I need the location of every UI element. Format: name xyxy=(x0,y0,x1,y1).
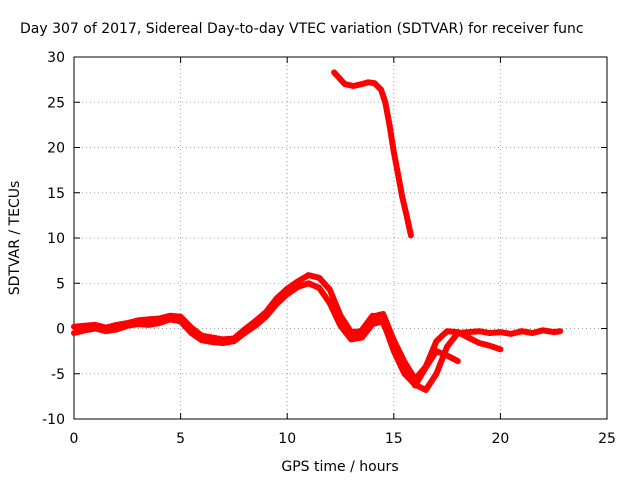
x-tick-label: 15 xyxy=(385,431,403,447)
data-series xyxy=(71,69,564,393)
y-axis-label: SDTVAR / TECUs xyxy=(7,181,23,296)
x-tick-label: 5 xyxy=(176,431,185,447)
axis-ticks: 0 5 10 15 20 25 -10 -5 0 5 10 15 20 25 30 xyxy=(42,50,616,447)
y-tick-label: 0 xyxy=(56,322,65,338)
x-tick-label: 20 xyxy=(491,431,509,447)
chart-title: Day 307 of 2017, Sidereal Day-to-day VTE… xyxy=(20,21,584,37)
x-tick-label: 10 xyxy=(278,431,296,447)
y-tick-label: 25 xyxy=(47,95,65,111)
grid xyxy=(74,57,607,419)
x-tick-label: 0 xyxy=(70,431,79,447)
x-axis-label: GPS time / hours xyxy=(281,459,398,475)
series-line-track-a xyxy=(71,280,564,393)
series-line-track-c xyxy=(348,312,461,389)
y-tick-label: 30 xyxy=(47,50,65,66)
y-tick-label: 10 xyxy=(47,231,65,247)
y-tick-label: 5 xyxy=(56,276,65,292)
y-tick-label: -5 xyxy=(51,367,65,383)
y-tick-label: 15 xyxy=(47,186,65,202)
y-tick-label: 20 xyxy=(47,141,65,157)
y-tick-label: -10 xyxy=(42,412,65,428)
x-tick-label: 25 xyxy=(598,431,616,447)
series-line-track-d xyxy=(331,69,414,239)
